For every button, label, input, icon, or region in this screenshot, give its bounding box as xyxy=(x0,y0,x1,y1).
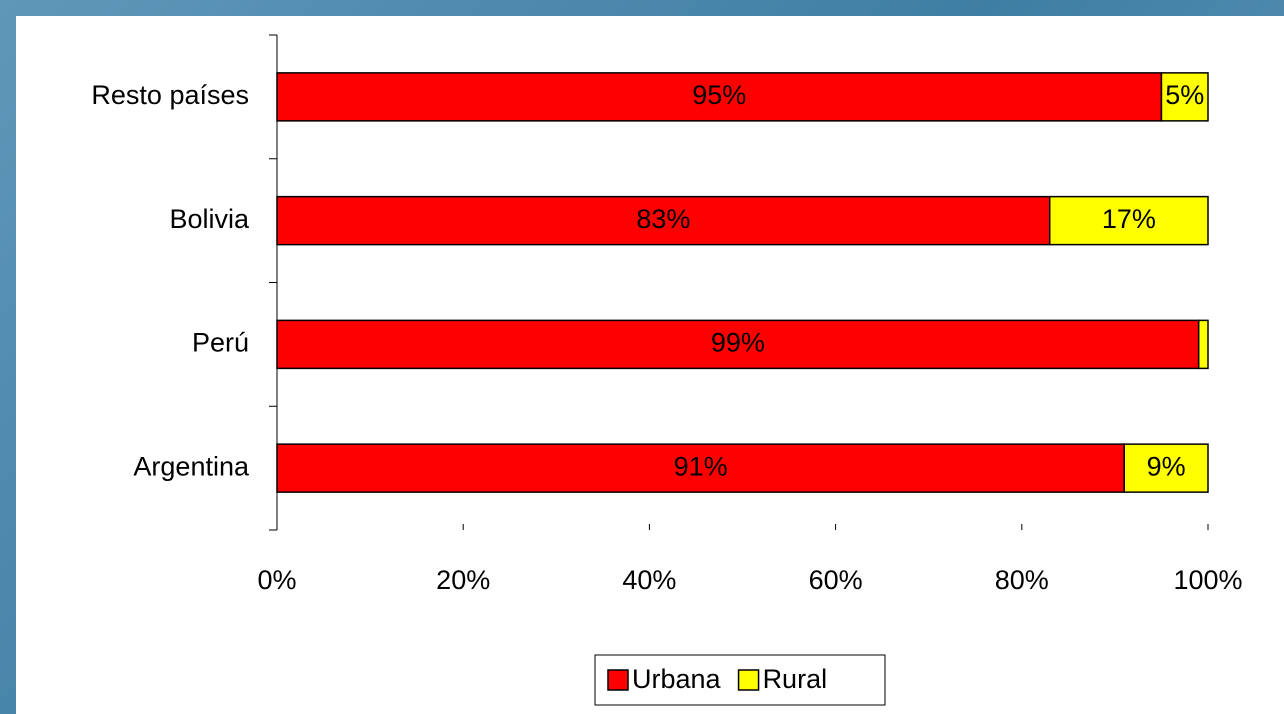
legend-swatch xyxy=(607,669,629,691)
legend-swatch xyxy=(737,669,760,691)
bar-segment xyxy=(276,195,1051,246)
data-label: 5% xyxy=(1165,80,1204,110)
bar-segment xyxy=(276,72,1163,122)
data-label: 95% xyxy=(692,80,746,110)
bar-segment xyxy=(1197,319,1209,370)
bar-segment xyxy=(1123,443,1209,493)
bar-segment xyxy=(276,443,1125,493)
x-tick-label: 0% xyxy=(257,565,296,595)
x-tick-label: 20% xyxy=(436,565,490,595)
y-tick-label: Bolivia xyxy=(169,204,250,234)
data-label: 9% xyxy=(1147,451,1186,481)
bar-segment xyxy=(276,319,1200,370)
data-label: 17% xyxy=(1102,204,1156,234)
x-tick-label: 60% xyxy=(809,565,863,595)
y-tick-label: Argentina xyxy=(133,451,250,481)
data-label: 99% xyxy=(711,328,765,358)
y-tick-label: Resto países xyxy=(91,80,249,110)
x-tick-label: 80% xyxy=(995,565,1049,595)
data-label: 91% xyxy=(674,451,728,481)
x-tick-label: 100% xyxy=(1173,565,1242,595)
legend-label: Urbana xyxy=(632,664,722,694)
bar-segment xyxy=(1048,195,1209,246)
x-tick-label: 40% xyxy=(622,565,676,595)
y-tick-label: Perú xyxy=(192,328,249,358)
legend-label: Rural xyxy=(763,664,828,694)
bar-segment xyxy=(1160,72,1209,122)
data-label: 83% xyxy=(636,204,690,234)
